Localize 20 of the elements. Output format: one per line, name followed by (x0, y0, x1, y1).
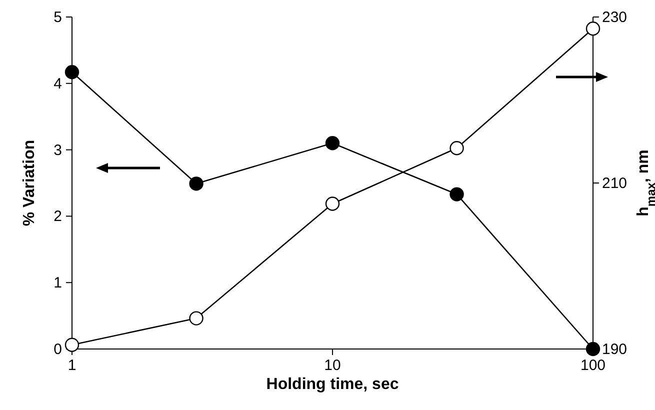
point (586, 342, 600, 356)
point (64, 65, 80, 80)
x-axis-title: Holding time, sec (266, 376, 399, 393)
y-tick-label: 3 (54, 142, 62, 159)
y-tick-label: 5 (54, 9, 62, 26)
point (325, 196, 340, 211)
x-tick-label: 10 (324, 357, 341, 374)
y-tick-label: 4 (54, 75, 62, 92)
point (325, 136, 340, 150)
y-tick-label: 1 (54, 274, 62, 292)
x-tick-label: 1 (68, 357, 76, 374)
point (586, 22, 600, 36)
y2-tick-label: 210 (602, 175, 628, 192)
y2-tick-label: 230 (602, 9, 628, 26)
x-tick-label: 100 (580, 357, 606, 374)
y-tick-label: 2 (54, 208, 62, 226)
y-tick-label: 0 (54, 341, 62, 358)
y2-tick-label: 190 (602, 341, 628, 358)
point (64, 338, 80, 352)
y-axis-title: % Variation (21, 140, 38, 226)
